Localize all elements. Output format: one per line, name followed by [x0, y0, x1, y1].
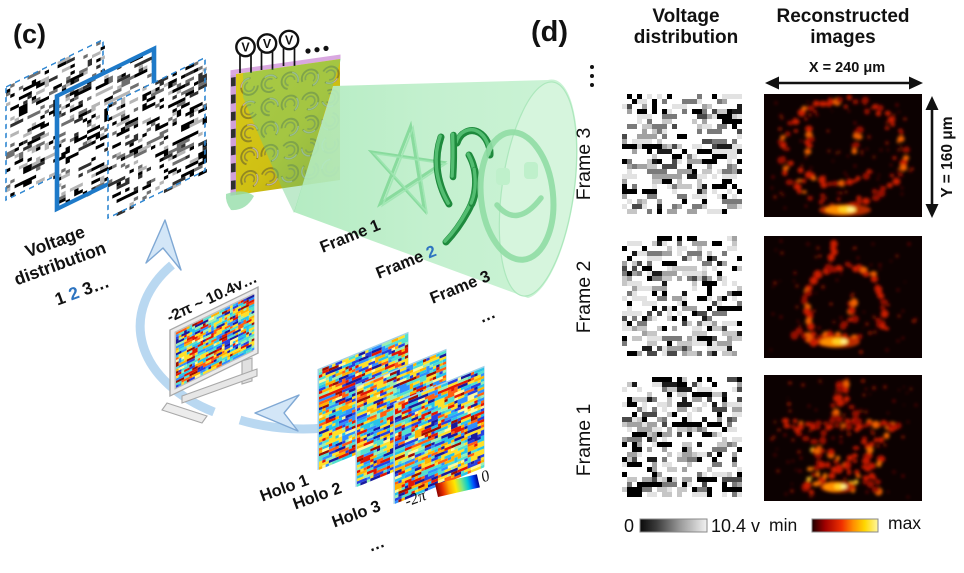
svg-text:10.4 v: 10.4 v	[711, 516, 760, 536]
svg-text:X = 240 μm: X = 240 μm	[809, 60, 885, 76]
svg-text:-2π: -2π	[403, 487, 430, 511]
svg-text:Frame 2: Frame 2	[573, 261, 595, 334]
svg-text:Frame 3: Frame 3	[573, 128, 595, 201]
svg-text:(d): (d)	[531, 16, 568, 48]
svg-text:images: images	[810, 27, 875, 48]
svg-text:Frame 1: Frame 1	[573, 404, 595, 477]
svg-text:V: V	[285, 33, 294, 47]
svg-text:Voltage: Voltage	[652, 6, 719, 27]
svg-text:Reconstructed: Reconstructed	[776, 6, 909, 27]
svg-text:max: max	[888, 513, 921, 533]
svg-text:…: …	[476, 304, 498, 327]
svg-text:(c): (c)	[13, 19, 46, 49]
svg-text:V: V	[241, 40, 250, 54]
svg-text:min: min	[769, 515, 797, 535]
svg-text:0: 0	[624, 516, 634, 536]
svg-text:Y = 160 μm: Y = 160 μm	[939, 116, 956, 197]
svg-text:V: V	[263, 37, 272, 51]
svg-text:distribution: distribution	[634, 27, 738, 48]
svg-text:…: …	[365, 533, 387, 556]
